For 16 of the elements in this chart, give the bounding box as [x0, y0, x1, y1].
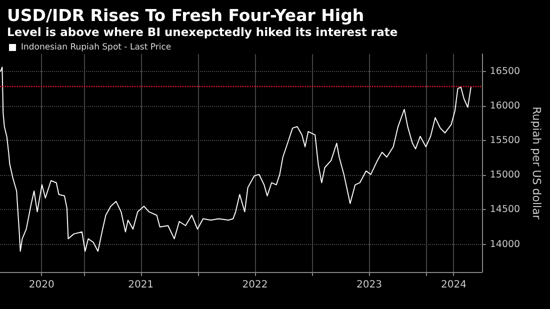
chart-subtitle: Level is above where BI unexepctedly hiked its interest rate — [7, 25, 398, 39]
x-tick-label: 2024 — [440, 280, 466, 290]
y-tick-label: 16000 — [490, 100, 520, 112]
legend-label: Indonesian Rupiah Spot - Last Price — [21, 42, 172, 52]
y-tick-label: 15000 — [490, 170, 520, 181]
y-tick-label: 14000 — [490, 238, 520, 250]
y-tick-label: 14500 — [490, 204, 520, 216]
line-series — [0, 66, 472, 252]
y-axis-title: Rupiah per US dollar — [530, 106, 543, 220]
x-tick-label: 2020 — [28, 280, 54, 290]
x-tick-label: 2021 — [128, 280, 154, 290]
chart-title: USD/IDR Rises To Fresh Four-Year High — [7, 6, 364, 25]
y-tick-label: 15500 — [490, 135, 520, 146]
x-tick-label: 2022 — [242, 280, 268, 290]
x-tick-label: 2023 — [356, 280, 382, 290]
y-tick-label: 16500 — [490, 66, 520, 77]
